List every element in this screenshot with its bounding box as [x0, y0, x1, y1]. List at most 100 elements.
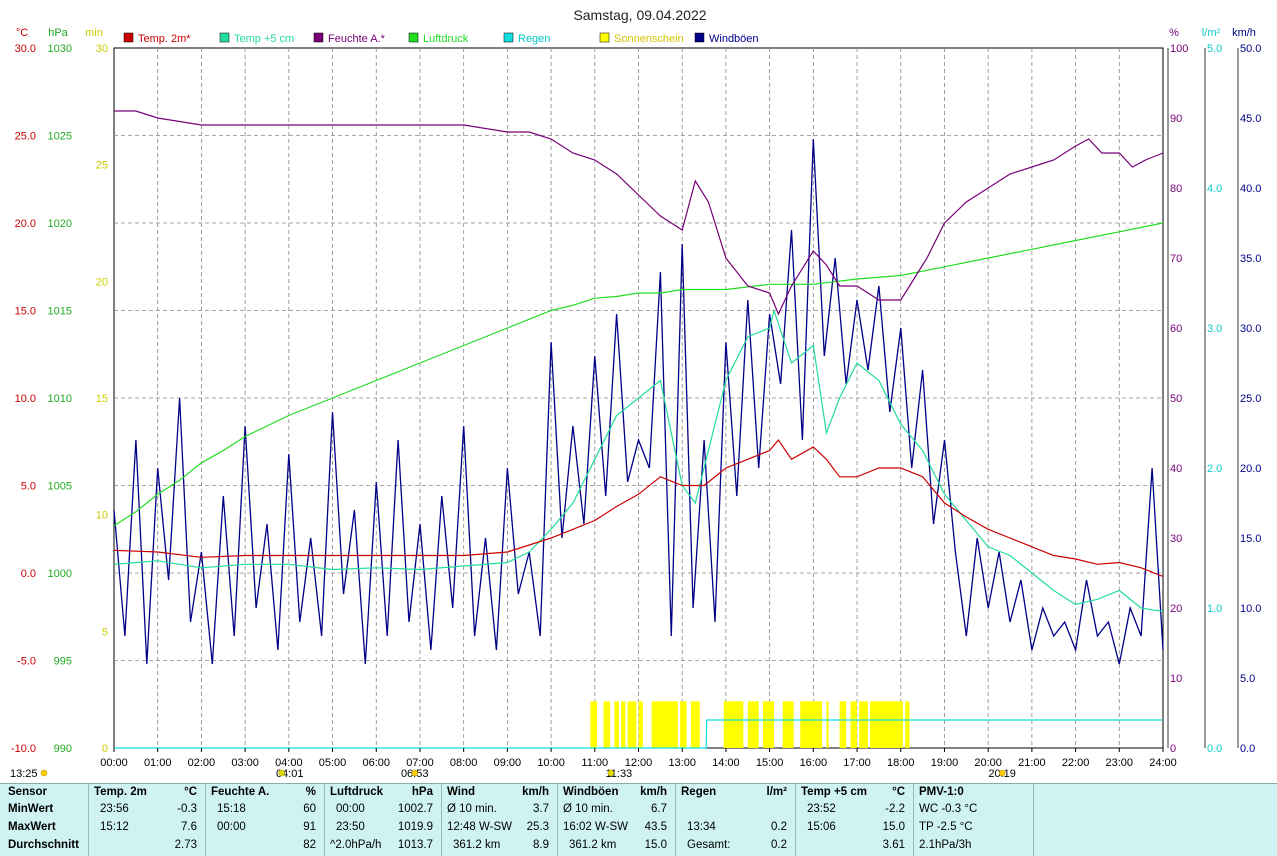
- tick-label-kmh: 0.0: [1240, 743, 1255, 755]
- series-lines: [113, 110, 1164, 749]
- legend-swatch: [503, 32, 514, 43]
- tick-label-kmh: 10.0: [1240, 603, 1261, 615]
- tick-label-kmh: 20.0: [1240, 463, 1261, 475]
- tick-label-pct: 80: [1170, 183, 1182, 195]
- tick-label-temp: 0.0: [21, 568, 36, 580]
- cell-value: 2.73: [174, 839, 197, 851]
- axis-unit-temp: °C: [16, 27, 28, 39]
- cell-time: 15:06: [807, 821, 836, 833]
- x-tick-label: 17:00: [843, 757, 871, 769]
- tick-label-pct: 10: [1170, 673, 1182, 685]
- tick-label-kmh: 50.0: [1240, 43, 1261, 55]
- x-tick-label: 21:00: [1018, 757, 1046, 769]
- cell-time: 00:00: [336, 803, 365, 815]
- tick-label-hpa: 1005: [48, 481, 72, 493]
- x-tick-label: 02:00: [188, 757, 216, 769]
- column-3: Luftdruck hPa 00:00 1002.7 23:50 1019.9 ^2.0hP…: [324, 784, 442, 856]
- cell-time: 23:52: [807, 803, 836, 815]
- x-tick-label: 00:00: [100, 757, 128, 769]
- column-7: Temp +5 cm °C 23:52 -2.2 15:06 15.0 3.61: [795, 784, 914, 856]
- sunshine-bar: [763, 701, 774, 748]
- series-regen: [114, 719, 1163, 749]
- weather-chart: 30.025.020.015.010.05.00.0-5.0-10.0°C103…: [10, 7, 1261, 780]
- x-tick-label: 09:00: [494, 757, 522, 769]
- cell-time: 16:02 W-SW: [563, 821, 628, 833]
- axis-unit-lm2: l/m²: [1202, 27, 1221, 39]
- x-tick-label: 11:00: [581, 757, 608, 769]
- tick-label-temp: 25.0: [15, 131, 36, 143]
- sunshine-bar: [690, 701, 700, 748]
- sun-icon: [411, 769, 418, 777]
- tick-label-temp: -5.0: [17, 656, 36, 668]
- x-tick-label: 24:00: [1149, 757, 1177, 769]
- legend-label: Windböen: [709, 33, 759, 45]
- legend-swatch: [694, 32, 705, 43]
- cell-time: 13:34: [687, 821, 716, 833]
- column-unit: km/h: [640, 786, 667, 798]
- sunshine-bars: [590, 701, 910, 748]
- tick-label-pct: 100: [1170, 43, 1188, 55]
- legend-label: Regen: [518, 33, 550, 45]
- legend-label: Luftdruck: [423, 33, 469, 45]
- column-8: PMV-1:0 WC -0.3 °C TP -2.5 °C 2.1hPa/3h: [913, 784, 1034, 856]
- x-tick-label: 05:00: [319, 757, 347, 769]
- x-tick-label: 16:00: [800, 757, 828, 769]
- sunshine-bar: [826, 701, 829, 748]
- sunshine-bar: [800, 701, 823, 748]
- x-tick-label: 20:00: [974, 757, 1002, 769]
- tick-label-pct: 20: [1170, 603, 1182, 615]
- x-tick-label: 10:00: [537, 757, 565, 769]
- column-title: PMV-1:0: [919, 786, 964, 798]
- cell-value: 82: [303, 839, 316, 851]
- row-label-max: MaxWert: [8, 821, 56, 833]
- tick-label-hpa: 1010: [48, 393, 72, 405]
- cell-value: 0.2: [771, 839, 787, 851]
- column-5: Windböen km/h Ø 10 min. 6.7 16:02 W-SW 43.5 36…: [557, 784, 676, 856]
- column-unit: hPa: [411, 786, 433, 798]
- sunshine-bar: [590, 701, 597, 748]
- cell-value: 6.7: [651, 803, 667, 815]
- column-unit: l/m²: [766, 786, 787, 798]
- marker-label: 13:25: [10, 768, 38, 780]
- cell-time: ^2.0hPa/h: [330, 839, 382, 851]
- legend-swatch: [408, 32, 419, 43]
- sun-icon: [40, 769, 48, 777]
- row-label-min: MinWert: [8, 803, 54, 815]
- tick-label-lm2: 0.0: [1207, 743, 1222, 755]
- tick-label-lm2: 4.0: [1207, 183, 1222, 195]
- cell-time: TP -2.5 °C: [919, 821, 973, 833]
- sunshine-bar: [782, 701, 794, 748]
- tick-label-temp: 30.0: [15, 43, 36, 55]
- axis-unit-pct: %: [1169, 27, 1179, 39]
- tick-label-hpa: 1025: [48, 131, 72, 143]
- sun-icon: [998, 769, 1006, 777]
- tick-label-hpa: 1030: [48, 43, 72, 55]
- tick-label-hpa: 990: [54, 743, 72, 755]
- series-feuchte-a-: [114, 110, 1164, 316]
- tick-label-temp: 20.0: [15, 218, 36, 230]
- legend-swatch: [599, 32, 610, 43]
- chart-grid: [113, 47, 1164, 749]
- cell-value: 7.6: [181, 821, 197, 833]
- axis-unit-hpa: hPa: [48, 27, 68, 39]
- legend-label: Sonnenschein: [614, 33, 684, 45]
- tick-label-kmh: 25.0: [1240, 393, 1261, 405]
- cell-value: 91: [303, 821, 316, 833]
- cell-value: 1019.9: [397, 821, 433, 833]
- row-label-avg: Durchschnitt: [8, 839, 79, 851]
- series-windböen: [113, 138, 1164, 665]
- cell-time: 12:48 W-SW: [447, 821, 512, 833]
- tick-label-hpa: 1000: [48, 568, 72, 580]
- tick-label-min: 10: [96, 510, 108, 522]
- column-title: Temp. 2m: [94, 786, 147, 798]
- tick-label-hpa: 995: [54, 656, 72, 668]
- tick-label-temp: 15.0: [15, 306, 36, 318]
- tick-label-kmh: 35.0: [1240, 253, 1261, 265]
- tick-label-min: 25: [96, 160, 108, 172]
- cell-value: -0.3: [177, 803, 197, 815]
- legend-label: Temp. 2m*: [138, 33, 191, 45]
- cell-value: 0.2: [771, 821, 787, 833]
- column-title: Wind: [447, 786, 475, 798]
- x-tick-label: 01:00: [144, 757, 172, 769]
- cell-time: 23:56: [100, 803, 129, 815]
